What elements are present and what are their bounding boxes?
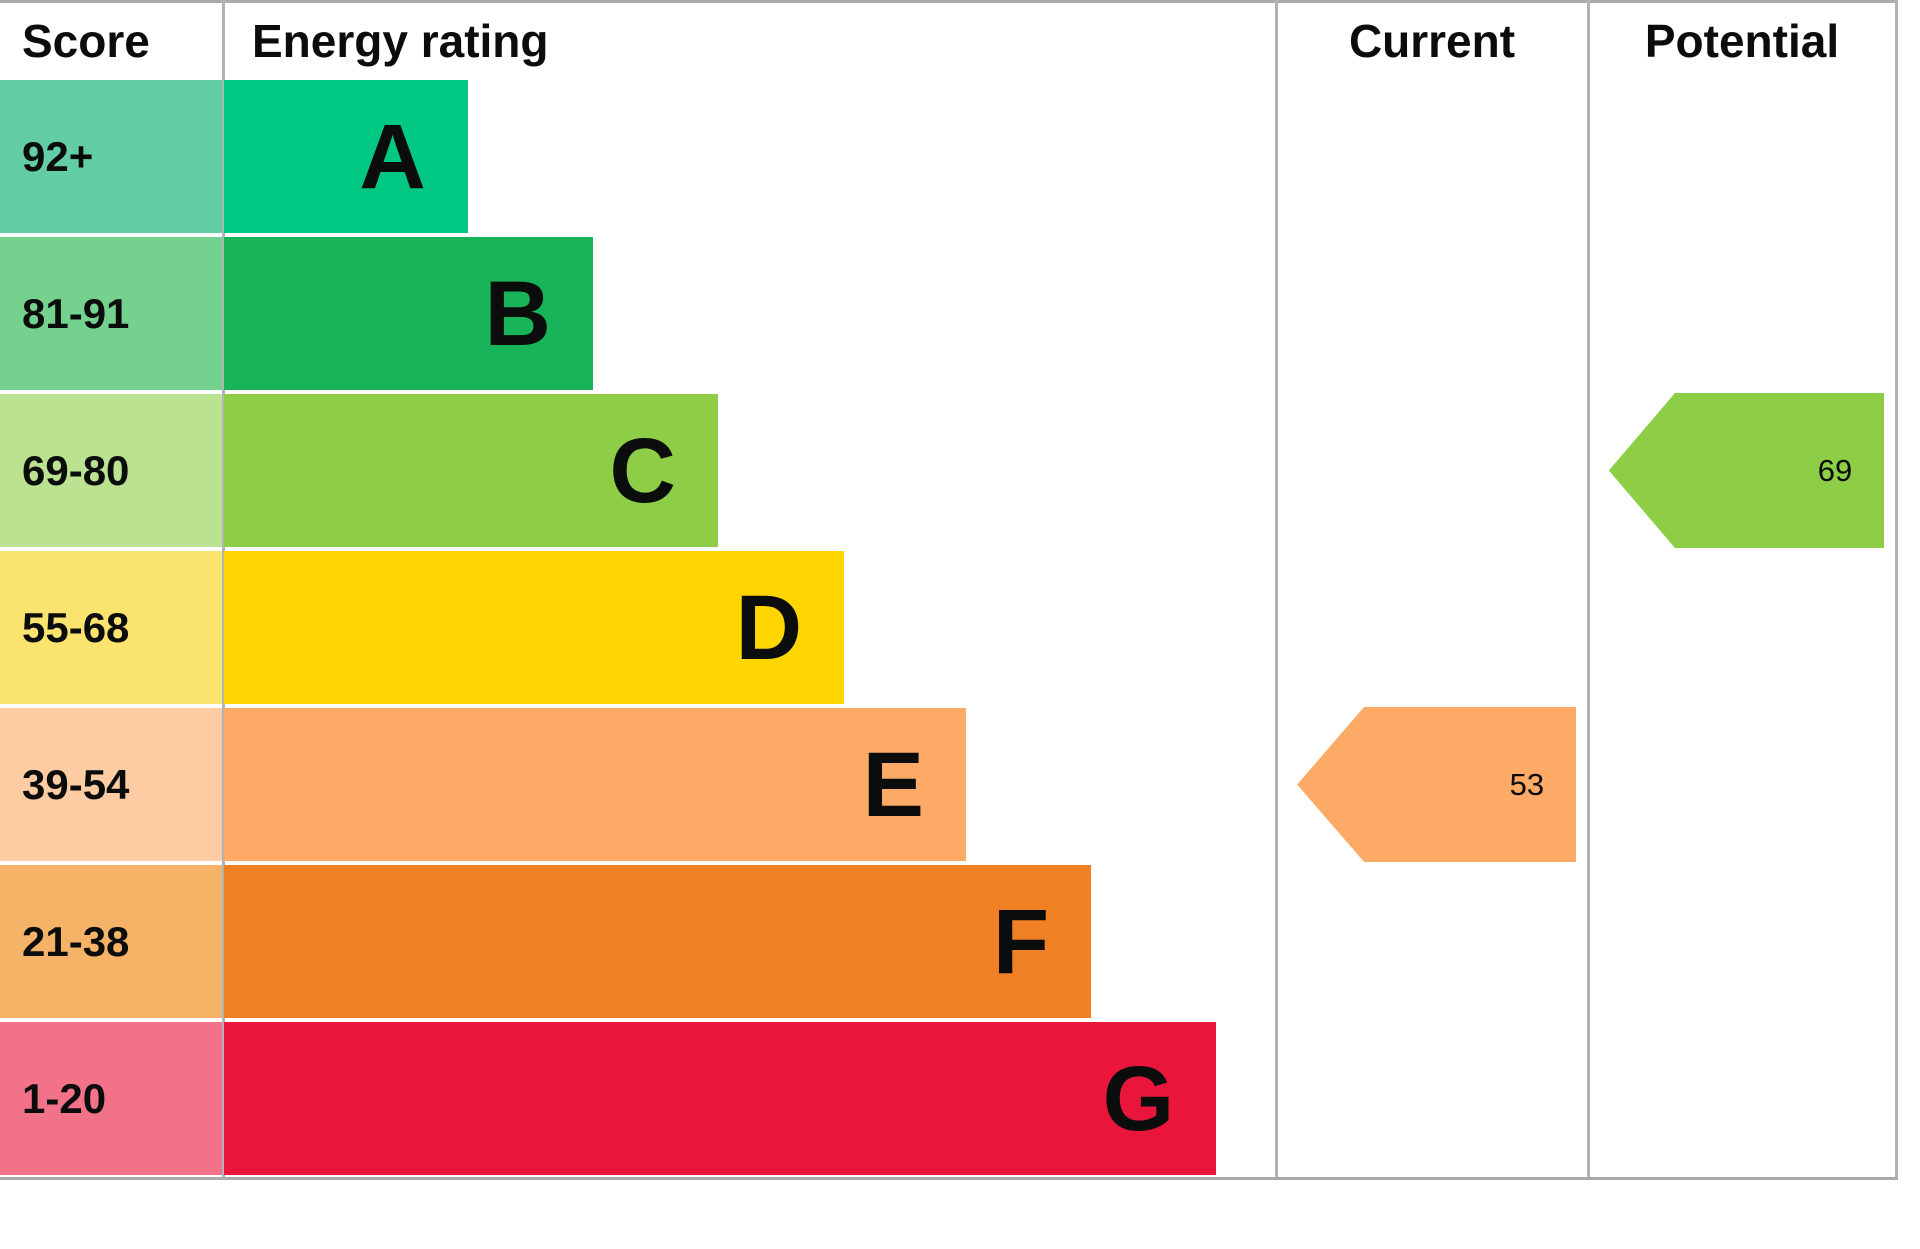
rating-letter-c: C (609, 419, 676, 522)
current-cell-a (1277, 78, 1587, 235)
potential-cell-g (1589, 1020, 1895, 1177)
band-row-b: 81-91 B (0, 235, 1920, 392)
header-potential: Potential (1644, 15, 1840, 67)
potential-cell-a (1589, 78, 1895, 235)
score-cell-g: 1-20 (0, 1022, 222, 1175)
band-row-f: 21-38 F (0, 863, 1920, 1020)
bar-area-c: C (224, 394, 1275, 547)
score-range-e: 39-54 (22, 760, 130, 808)
rating-letter-a: A (359, 105, 426, 208)
score-cell-f: 21-38 (0, 865, 222, 1018)
current-cell-c (1277, 392, 1587, 549)
current-cell-g (1277, 1020, 1587, 1177)
bar-area-e: E (224, 708, 1275, 861)
current-cell-b (1277, 235, 1587, 392)
bar-area-b: B (224, 237, 1275, 390)
rating-bar-c: C (224, 394, 718, 547)
score-cell-a: 92+ (0, 80, 222, 233)
column-divider-current-potential (1587, 0, 1590, 1180)
current-rating-value: 53 (1509, 766, 1545, 802)
rating-letter-g: G (1102, 1047, 1175, 1150)
bar-area-a: A (224, 80, 1275, 233)
band-row-a: 92+ A (0, 78, 1920, 235)
column-divider-right-edge (1895, 0, 1898, 1180)
rating-bar-a: A (224, 80, 468, 233)
header-row: Score Energy rating Current Potential (0, 0, 1920, 78)
band-row-c: 69-80 C 69 (0, 392, 1920, 549)
rating-bar-g: G (224, 1022, 1217, 1175)
potential-rating-value: 69 (1817, 452, 1853, 488)
rating-bar-b: B (224, 237, 593, 390)
header-current: Current (1348, 15, 1516, 67)
score-range-c: 69-80 (22, 446, 130, 494)
current-cell-e: 53 (1277, 706, 1587, 863)
top-border (0, 0, 1898, 3)
rating-letter-f: F (992, 890, 1050, 993)
score-range-b: 81-91 (22, 289, 130, 337)
bar-area-g: G (224, 1022, 1275, 1175)
potential-cell-e (1589, 706, 1895, 863)
potential-cell-b (1589, 235, 1895, 392)
bar-area-f: F (224, 865, 1275, 1018)
potential-rating-arrow: 69 (1608, 393, 1885, 548)
current-rating-arrow: 53 (1297, 707, 1577, 862)
band-rows: 92+ A 81-91 B (0, 78, 1920, 1177)
bar-area-d: D (224, 551, 1275, 704)
column-divider-score-energy (222, 0, 225, 1180)
potential-cell-d (1589, 549, 1895, 706)
current-cell-d (1277, 549, 1587, 706)
score-range-d: 55-68 (22, 603, 130, 651)
header-energy-rating: Energy rating (252, 15, 549, 67)
score-cell-c: 69-80 (0, 394, 222, 547)
rating-letter-b: B (484, 262, 551, 365)
band-row-e: 39-54 E 53 (0, 706, 1920, 863)
score-range-f: 21-38 (22, 917, 130, 965)
score-cell-b: 81-91 (0, 237, 222, 390)
rating-letter-e: E (862, 733, 924, 836)
band-row-d: 55-68 D (0, 549, 1920, 706)
score-cell-d: 55-68 (0, 551, 222, 704)
potential-cell-f (1589, 863, 1895, 1020)
potential-cell-c: 69 (1589, 392, 1895, 549)
rating-letter-d: D (735, 576, 803, 679)
score-range-a: 92+ (22, 132, 94, 180)
score-cell-e: 39-54 (0, 708, 222, 861)
column-divider-energy-current (1275, 0, 1278, 1180)
current-cell-f (1277, 863, 1587, 1020)
rating-bar-e: E (224, 708, 966, 861)
bottom-border (0, 1177, 1898, 1180)
rating-bar-f: F (224, 865, 1092, 1018)
header-score: Score (22, 15, 150, 67)
score-range-g: 1-20 (22, 1074, 107, 1122)
band-row-g: 1-20 G (0, 1020, 1920, 1177)
rating-bar-d: D (224, 551, 845, 704)
